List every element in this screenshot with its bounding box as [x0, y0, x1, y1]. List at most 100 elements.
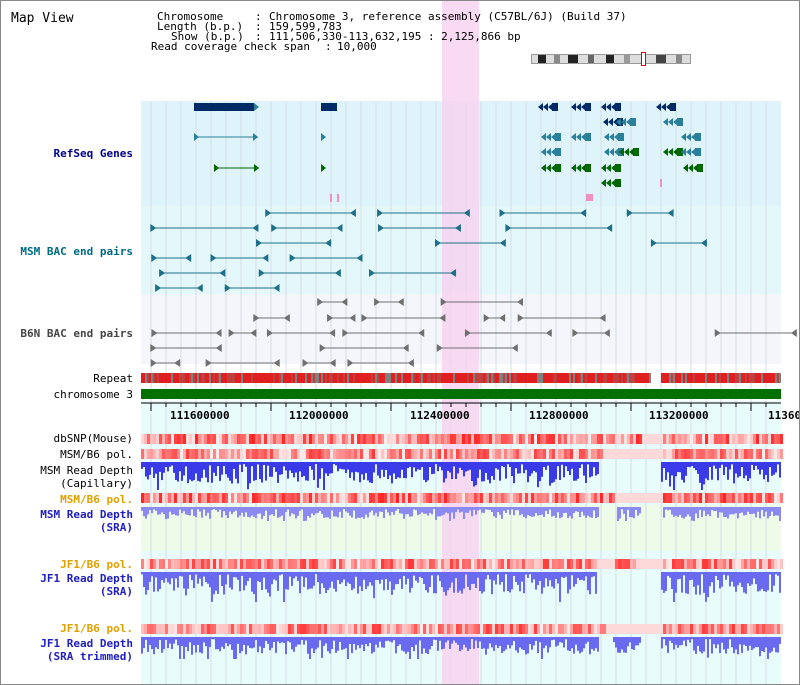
msm-sra-depth-bar: [299, 507, 301, 511]
jf1-pol-trim-heat-cell: [159, 624, 162, 634]
track-label-chromosome[interactable]: chromosome 3: [53, 388, 133, 401]
jf1-pol-heat-cell: [558, 559, 561, 569]
jf1-trimmed-depth-bar: [615, 637, 617, 648]
msm-capillary-depth-bar: [665, 462, 667, 480]
dbsnp-heat-cell: [624, 434, 627, 444]
dbsnp-heat-cell: [177, 434, 180, 444]
msm-pol-heat-cell: [495, 449, 498, 459]
msm-capillary-depth-bar: [529, 462, 531, 477]
jf1-sra-depth-bar: [693, 572, 695, 587]
jf1-sra-depth-bar: [489, 572, 491, 580]
msm-capillary-depth-bar: [367, 462, 369, 481]
msm-sra-depth-bar: [699, 507, 701, 510]
jf1-sra-depth-bar: [677, 572, 679, 580]
msm-sra-depth-bar: [463, 507, 465, 520]
msm-capillary-depth-bar: [277, 462, 279, 483]
dbsnp-heat-cell: [252, 434, 255, 444]
msm-capillary-depth-bar: [345, 462, 347, 474]
track-label-msm-b6-pol[interactable]: MSM/B6 pol.: [60, 448, 133, 461]
jf1-pol-heat-cell: [726, 559, 729, 569]
repeat-segment: [551, 373, 553, 383]
jf1-pol-heat-cell: [270, 559, 273, 569]
track-label-msm-depth-sra[interactable]: MSM Read Depth: [40, 508, 133, 521]
jf1-sra-depth-bar: [375, 572, 377, 580]
track-label-msm-depth-capillary[interactable]: MSM Read Depth: [40, 464, 133, 477]
msm-pol-sra-heat-cell: [321, 493, 324, 503]
jf1-pol-trim-heat-cell: [564, 624, 567, 634]
jf1-trimmed-depth-bar: [545, 637, 547, 646]
msm-capillary-depth-bar: [143, 462, 145, 467]
repeat-segment: [727, 373, 729, 383]
track-label-jf1-b6-pol-trimmed[interactable]: JF1/B6 pol.: [60, 622, 133, 635]
jf1-trimmed-depth-bar: [773, 637, 775, 648]
track-label-repeat[interactable]: Repeat: [93, 372, 133, 385]
msm-capillary-depth-bar: [309, 462, 311, 467]
jf1-trimmed-depth-bar: [373, 637, 375, 652]
jf1-sra-depth-bar: [441, 572, 443, 588]
track-label-jf1-depth-sra[interactable]: JF1 Read Depth: [40, 572, 133, 585]
msm-capillary-depth-bar: [325, 462, 327, 474]
msm-bac-pair: [196, 284, 203, 292]
msm-sra-depth-bar: [409, 507, 411, 517]
jf1-pol-heat-cell: [750, 559, 753, 569]
msm-pol-heat-cell: [780, 449, 783, 459]
gene-exon: [693, 164, 698, 172]
jf1-pol-heat-cell: [189, 559, 192, 569]
jf1-pol-trim-heat-cell: [579, 624, 582, 634]
track-label-msm-bac[interactable]: MSM BAC end pairs: [20, 245, 133, 258]
gene-exon: [194, 103, 254, 111]
track-label-b6n-bac[interactable]: B6N BAC end pairs: [20, 327, 133, 340]
jf1-pol-trim-heat-cell: [474, 624, 477, 634]
msm-capillary-depth-bar: [157, 462, 159, 490]
track-label-dbsnp[interactable]: dbSNP(Mouse): [53, 432, 133, 445]
dbsnp-heat-cell: [555, 434, 558, 444]
msm-pol-heat-cell: [474, 449, 477, 459]
jf1-pol-trim-heat-cell: [231, 624, 234, 634]
msm-capillary-depth-bar: [745, 462, 747, 476]
msm-capillary-depth-bar: [303, 462, 305, 476]
repeat-segment: [485, 373, 487, 383]
jf1-trimmed-depth-bar: [495, 637, 497, 646]
jf1-trimmed-depth-bar: [763, 637, 765, 653]
msm-sra-depth-bar: [383, 507, 385, 519]
repeat-segment: [155, 373, 157, 383]
repeat-segment: [427, 373, 429, 383]
jf1-pol-trim-heat-cell: [141, 624, 144, 634]
chromosome-ideogram[interactable]: [531, 52, 691, 66]
jf1-pol-trim-heat-cell: [342, 624, 345, 634]
repeat-segment: [689, 373, 691, 383]
dbsnp-heat-cell: [189, 434, 192, 444]
msm-bac-pair: [667, 209, 674, 217]
msm-sra-depth-bar: [585, 507, 587, 518]
jf1-trimmed-depth-bar: [301, 637, 303, 641]
jf1-pol-trim-heat-cell: [744, 624, 747, 634]
jf1-pol-heat-cell: [504, 559, 507, 569]
repeat-segment: [343, 373, 345, 383]
repeat-segment: [677, 373, 679, 383]
track-label-jf1-depth-trimmed[interactable]: JF1 Read Depth: [40, 637, 133, 650]
msm-capillary-depth-bar: [231, 462, 233, 484]
jf1-pol-trim-heat-cell: [633, 624, 636, 634]
show-value: 111,506,330-113,632,195 : 2,125,866 bp: [269, 30, 521, 43]
jf1-sra-depth-bar: [335, 572, 337, 592]
repeat-segment: [527, 373, 529, 383]
jf1-sra-depth-bar: [227, 572, 229, 575]
jf1-sra-depth-bar: [577, 572, 579, 579]
jf1-trimmed-depth-bar: [673, 637, 675, 650]
jf1-pol-trim-heat-cell: [606, 624, 609, 634]
jf1-pol-heat-cell: [264, 559, 267, 569]
track-label-jf1-b6-pol[interactable]: JF1/B6 pol.: [60, 558, 133, 571]
msm-sra-depth-bar: [233, 507, 235, 512]
repeat-segment: [279, 373, 281, 383]
msm-capillary-depth-bar: [503, 462, 505, 467]
track-label-refseq[interactable]: RefSeq Genes: [53, 147, 133, 160]
track-label-msm-b6-pol-sra[interactable]: MSM/B6 pol.: [60, 493, 133, 506]
msm-sra-depth-bar: [619, 507, 621, 519]
repeat-segment: [141, 373, 143, 383]
jf1-pol-trim-heat-cell: [501, 624, 504, 634]
msm-sra-depth-bar: [247, 507, 249, 517]
repeat-segment: [241, 373, 243, 383]
jf1-pol-heat-cell: [606, 559, 609, 569]
dbsnp-heat-cell: [204, 434, 207, 444]
